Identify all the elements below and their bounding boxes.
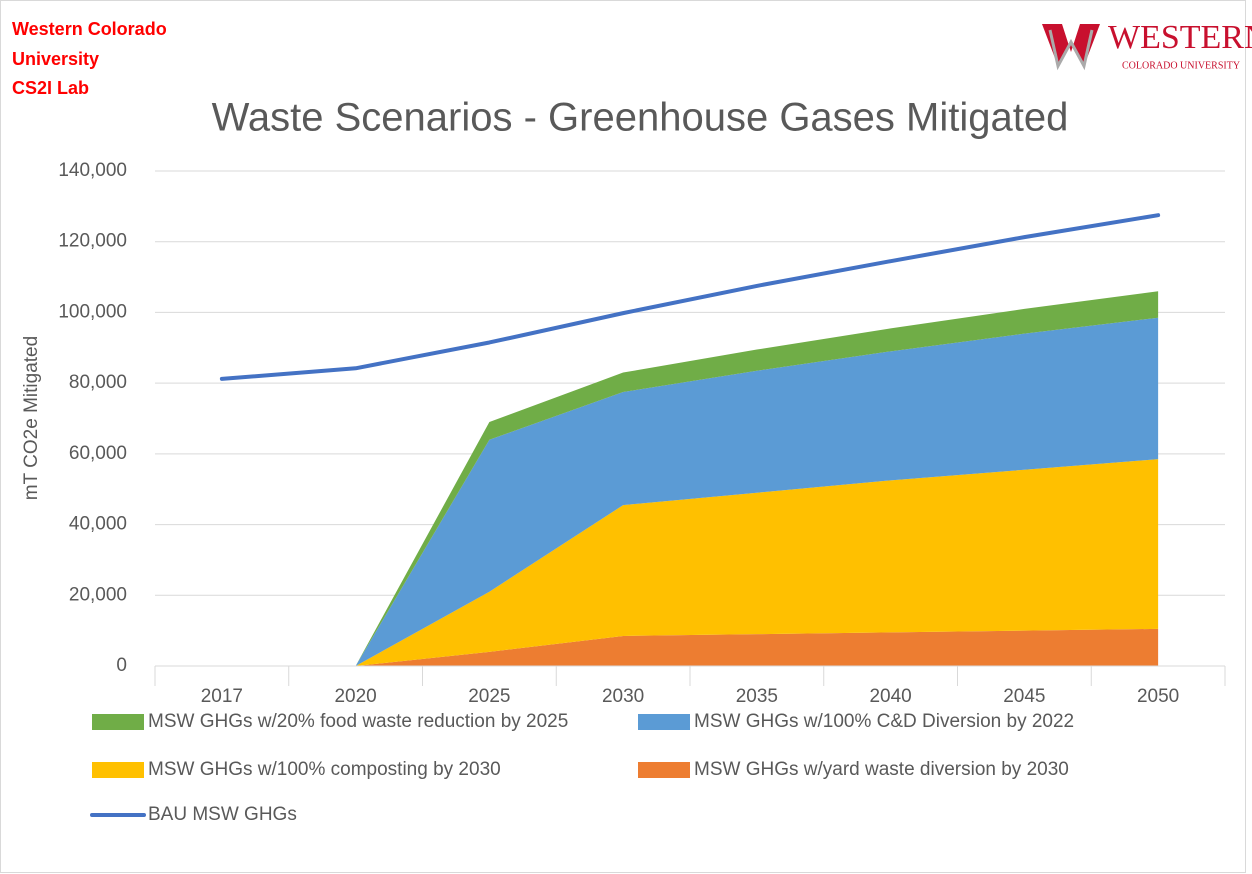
org-label: Western Colorado University CS2I Lab xyxy=(12,19,167,98)
legend-swatch xyxy=(638,714,690,730)
y-tick-label: 40,000 xyxy=(69,514,127,535)
legend-label: MSW GHGs w/20% food waste reduction by 2… xyxy=(148,711,568,732)
x-tick-label: 2030 xyxy=(602,686,644,707)
legend-swatch xyxy=(638,762,690,778)
y-tick-label: 80,000 xyxy=(69,372,127,393)
area xyxy=(355,628,1159,666)
area xyxy=(355,459,1159,666)
y-axis-label: mT CO2e Mitigated xyxy=(21,336,42,500)
legend-swatch xyxy=(92,714,144,730)
x-tick-label: 2017 xyxy=(201,686,243,707)
legend-label: MSW GHGs w/yard waste diversion by 2030 xyxy=(694,759,1069,780)
chart-title: Waste Scenarios - Greenhouse Gases Mitig… xyxy=(212,96,1069,140)
y-tick-label: 140,000 xyxy=(58,160,127,181)
y-tick-label: 60,000 xyxy=(69,443,127,464)
line xyxy=(219,213,1161,381)
legend-label: MSW GHGs w/100% C&D Diversion by 2022 xyxy=(694,711,1074,732)
y-tick-label: 20,000 xyxy=(69,584,127,605)
area xyxy=(355,291,1159,666)
x-tick-label: 2020 xyxy=(334,686,376,707)
org-line: Western Colorado xyxy=(12,19,167,39)
y-tick-label: 120,000 xyxy=(58,231,127,252)
logo-sub: COLORADO UNIVERSITY xyxy=(1122,60,1240,71)
area xyxy=(355,317,1159,666)
y-tick-label: 0 xyxy=(116,655,127,676)
x-tick-label: 2050 xyxy=(1137,686,1179,707)
logo: WESTERN COLORADO UNIVERSITY xyxy=(1042,19,1252,71)
legend-label: MSW GHGs w/100% composting by 2030 xyxy=(148,759,501,780)
x-tick-label: 2035 xyxy=(736,686,778,707)
legend-label: BAU MSW GHGs xyxy=(148,804,297,825)
x-tick-label: 2040 xyxy=(869,686,911,707)
x-tick-label: 2025 xyxy=(468,686,510,707)
logo-mark-shadow xyxy=(1048,29,1094,71)
y-tick-label: 100,000 xyxy=(58,301,127,322)
logo-name: WESTERN xyxy=(1108,19,1252,56)
x-tick-label: 2045 xyxy=(1003,686,1045,707)
org-line: University xyxy=(12,49,99,69)
legend-swatch xyxy=(92,762,144,778)
org-line: CS2I Lab xyxy=(12,78,89,98)
